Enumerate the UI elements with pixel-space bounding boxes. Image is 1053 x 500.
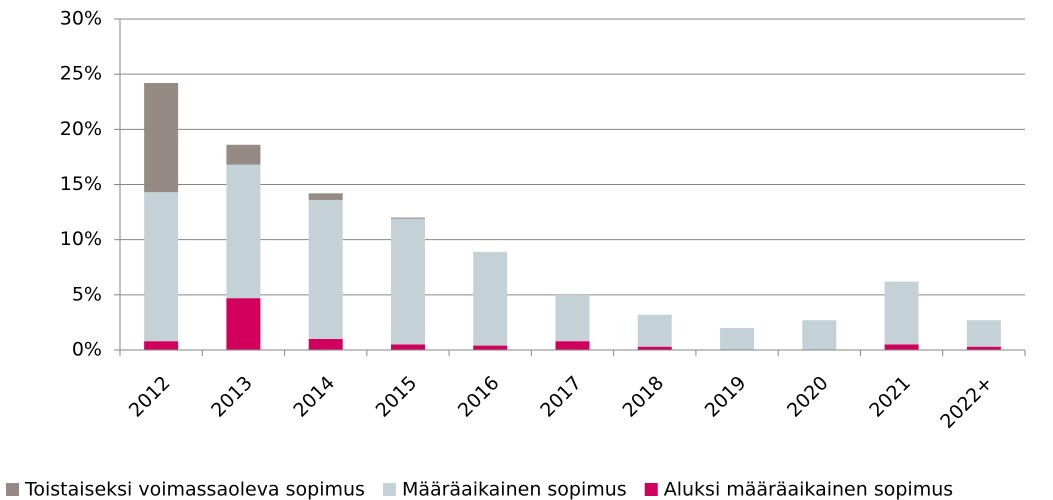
bar-segment [144,192,179,342]
y-tick-label: 5% [72,283,102,305]
y-tick-label: 20% [60,118,102,140]
y-tick-label: 15% [60,173,102,195]
y-tick-label: 30% [60,8,102,30]
bar-segment [555,341,590,350]
bar-segment [473,345,508,350]
x-tick-label: 2018 [618,372,668,422]
bar-segment [144,341,179,350]
legend-swatch [6,483,19,496]
y-tick-label: 0% [72,339,102,361]
bar-segment [308,193,343,200]
bar-segment [802,320,837,350]
x-tick-label: 2012 [125,372,175,422]
x-tick-label: 2019 [701,372,751,422]
legend-label: Toistaiseksi voimassaoleva sopimus [24,479,365,500]
x-tick-label: 2022+ [936,372,997,433]
bar-segment [720,327,755,350]
bar-segment [308,199,343,339]
x-tick-label: 2013 [207,372,257,422]
bar-segment [308,338,343,350]
bar-segment [390,344,425,350]
x-tick-label: 2017 [536,372,586,422]
y-tick-label: 25% [60,63,102,85]
legend-label: Määräaikainen sopimus [402,479,627,500]
legend-label: Aluksi määräaikainen sopimus [664,479,953,500]
bar-segment [884,344,919,350]
bar-segment [390,218,425,345]
x-tick-label: 2020 [783,372,833,422]
bar-segment [966,320,1001,347]
bar-segment [966,346,1001,350]
legend-swatch [382,483,396,496]
bar-segment [390,217,425,219]
x-tick-label: 2021 [865,372,915,422]
bar-segment [144,82,179,193]
bar-segment [555,294,590,342]
x-tick-label: 2014 [289,372,339,422]
x-tick-label: 2015 [372,372,422,422]
bar-segment [226,298,261,350]
legend-swatch [644,483,658,496]
x-tick-label: 2016 [454,372,504,422]
y-tick-label: 10% [60,228,102,250]
bar-segment [226,144,261,165]
bar-segment [473,251,508,346]
bar-segment [637,346,672,350]
bar-segment [226,164,261,299]
bar-segment [884,281,919,345]
bar-segment [637,314,672,347]
